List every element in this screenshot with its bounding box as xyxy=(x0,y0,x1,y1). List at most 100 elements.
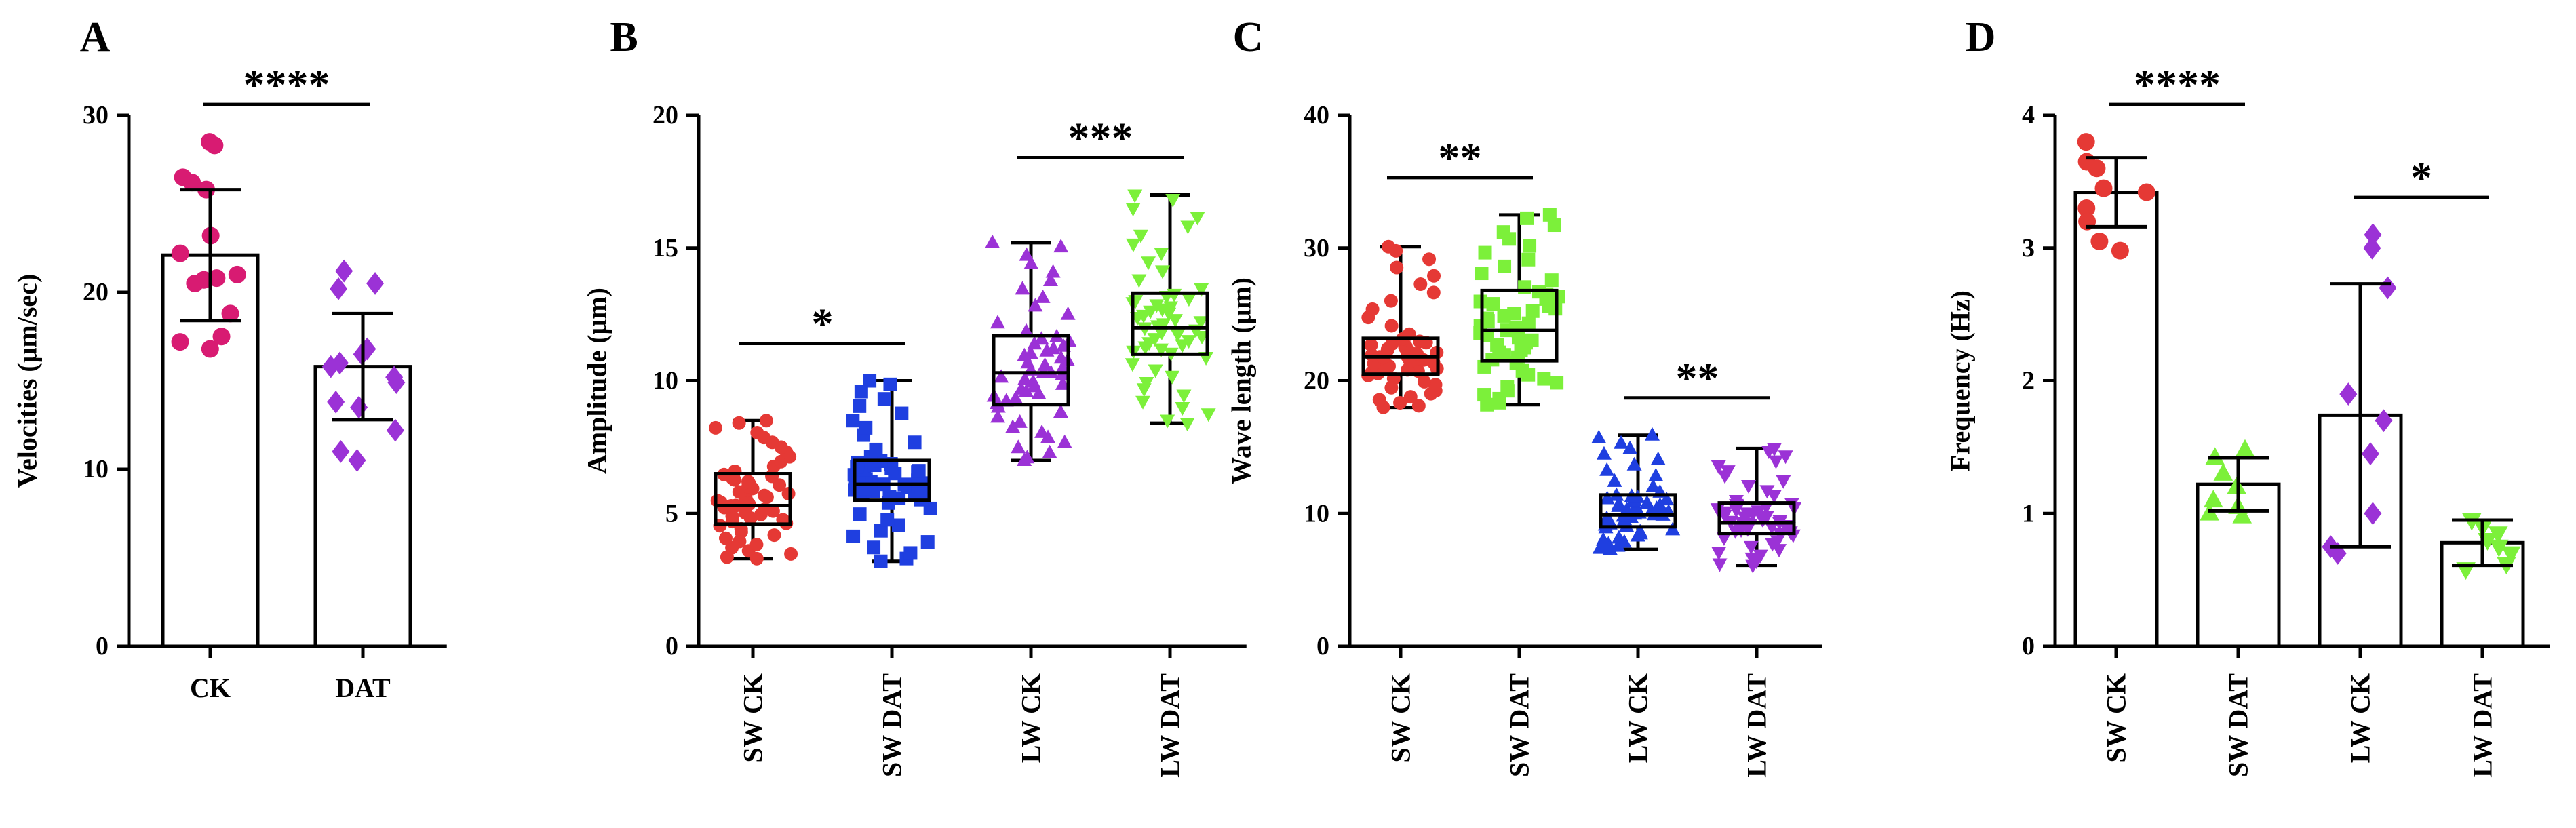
data-point xyxy=(1053,239,1069,253)
data-point xyxy=(1180,220,1196,235)
data-point xyxy=(1547,218,1561,233)
data-point xyxy=(183,174,201,192)
data-point xyxy=(1614,435,1629,449)
data-point xyxy=(1477,388,1491,402)
data-point xyxy=(2364,223,2382,247)
data-point xyxy=(1744,552,1760,566)
data-point xyxy=(912,464,926,478)
data-point xyxy=(1389,243,1403,258)
panel-c: C Wave length (μm) 0 10 20 30 40 SW CK SW DAT LW … xyxy=(1226,14,1822,778)
data-point xyxy=(1498,259,1512,273)
box xyxy=(1599,493,1677,529)
data-point xyxy=(2077,199,2096,218)
data-point xyxy=(1393,395,1407,410)
data-point xyxy=(1413,277,1428,292)
significance-label: *** xyxy=(1068,113,1133,161)
series-sw-dat xyxy=(846,374,937,568)
data-point xyxy=(1599,462,1615,476)
panel-letter: A xyxy=(80,14,111,60)
data-point xyxy=(1759,510,1775,524)
data-point xyxy=(1060,306,1076,320)
data-point xyxy=(2361,442,2379,466)
data-point xyxy=(1428,378,1443,392)
data-point xyxy=(732,416,746,430)
x-category-label: SW DAT xyxy=(2223,673,2254,777)
data-point xyxy=(1053,350,1069,364)
data-point xyxy=(1037,357,1053,371)
data-point xyxy=(2235,439,2255,457)
data-point xyxy=(1125,238,1141,252)
series-lw-dat xyxy=(2440,513,2525,648)
data-point xyxy=(1426,285,1441,300)
y-tick-label: 4 xyxy=(2022,101,2035,130)
x-category-label: LW CK xyxy=(1016,673,1047,763)
data-point xyxy=(1417,374,1431,389)
y-tick-label: 10 xyxy=(83,455,109,484)
data-point xyxy=(1544,273,1559,288)
y-tick-label: 0 xyxy=(96,632,109,661)
data-point xyxy=(1365,302,1380,316)
data-point xyxy=(2213,462,2233,481)
x-category-label: SW CK xyxy=(2101,673,2132,763)
box xyxy=(992,334,1070,407)
data-point xyxy=(741,475,755,489)
data-point xyxy=(709,420,723,435)
data-point xyxy=(1712,558,1728,572)
data-point xyxy=(1644,427,1660,441)
panel-letter: C xyxy=(1233,14,1264,60)
x-category-label: DAT xyxy=(335,673,391,703)
data-point xyxy=(1427,269,1441,283)
data-point xyxy=(1125,203,1141,217)
data-point xyxy=(990,315,1005,329)
data-point xyxy=(2489,539,2509,557)
data-point xyxy=(1372,393,1386,407)
data-point xyxy=(1591,429,1607,443)
y-tick-label: 40 xyxy=(1304,101,1329,130)
y-tick-label: 20 xyxy=(83,278,109,307)
y-tick-label: 2 xyxy=(2022,367,2035,395)
data-point xyxy=(1139,376,1154,391)
data-point xyxy=(854,385,868,399)
data-point xyxy=(1027,336,1042,350)
data-point xyxy=(863,374,877,388)
y-tick-label: 20 xyxy=(1304,367,1329,395)
y-tick-label: 15 xyxy=(652,234,678,262)
data-point xyxy=(1201,408,1216,422)
data-point xyxy=(920,535,935,549)
data-point xyxy=(201,340,219,358)
data-point xyxy=(1167,314,1183,328)
data-point xyxy=(877,392,891,406)
data-point xyxy=(330,277,348,300)
data-point xyxy=(1422,252,1437,267)
data-point xyxy=(2111,241,2129,260)
data-point xyxy=(1181,293,1196,307)
data-point xyxy=(186,274,204,292)
x-category-label: SW DAT xyxy=(1504,673,1535,777)
y-tick-label: 30 xyxy=(83,101,109,130)
data-point xyxy=(891,518,905,532)
data-point xyxy=(1648,467,1664,481)
data-point xyxy=(767,528,781,543)
data-point xyxy=(750,426,764,440)
data-point xyxy=(1521,316,1536,330)
data-point xyxy=(1019,247,1034,261)
data-point xyxy=(1520,211,1534,225)
data-point xyxy=(1181,335,1196,349)
series-dat xyxy=(313,259,412,648)
data-point xyxy=(1753,549,1768,564)
series-sw-ck xyxy=(709,414,798,566)
panel-d: D Frequency (Hz) 0 1 2 3 4 SW CK SW DAT LW CK LW D… xyxy=(1945,14,2550,778)
data-point xyxy=(1131,274,1147,288)
data-point xyxy=(1179,418,1195,432)
y-tick-label: 3 xyxy=(2022,234,2035,262)
data-point xyxy=(1776,475,1791,489)
data-point xyxy=(2204,490,2223,508)
data-point xyxy=(1053,403,1069,418)
data-point xyxy=(1537,372,1551,386)
data-point xyxy=(1019,323,1034,337)
data-point xyxy=(1035,289,1051,303)
data-point xyxy=(1741,480,1757,494)
data-point xyxy=(387,371,406,395)
data-point xyxy=(335,259,353,283)
y-tick-label: 10 xyxy=(1304,499,1329,528)
